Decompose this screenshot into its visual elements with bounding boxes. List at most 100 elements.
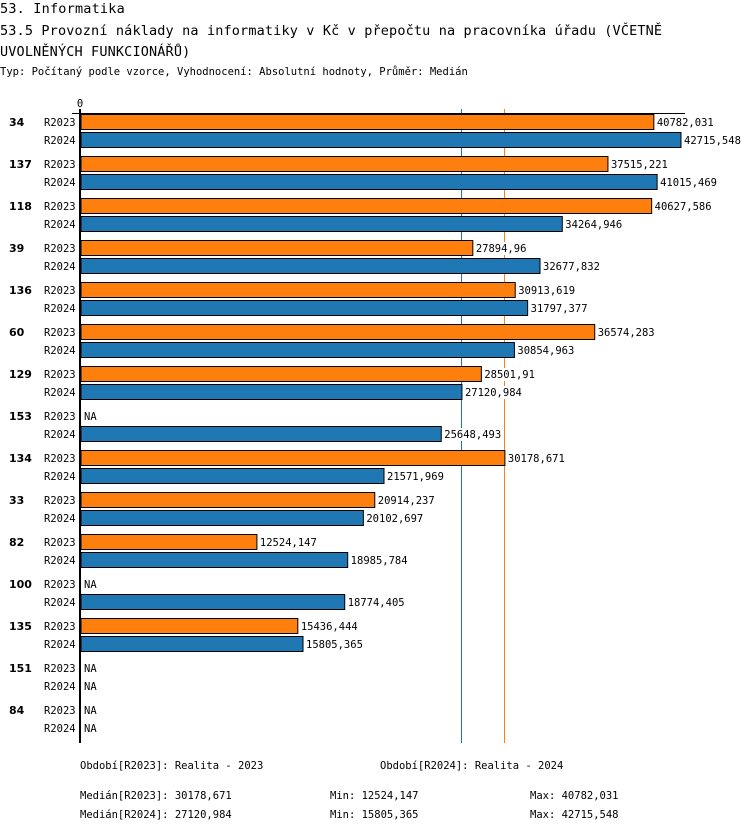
value-label: 21571,969 <box>387 471 444 483</box>
bar-r2024 <box>80 594 346 610</box>
value-label-bg <box>608 158 668 171</box>
period-r2023: Období[R2023]: Realita - 2023 <box>80 760 264 772</box>
value-label: 18774,405 <box>348 597 405 609</box>
bar-r2023 <box>80 156 609 172</box>
category-label: 136 <box>9 284 32 297</box>
value-label-bg <box>442 428 501 441</box>
bar-r2024 <box>80 258 541 274</box>
category-label: 151 <box>9 662 32 675</box>
series-label-r2024: R2024 <box>44 639 76 651</box>
value-label-bg <box>658 176 717 189</box>
value-label-bg <box>541 260 600 273</box>
value-label: 40782,031 <box>657 117 714 129</box>
value-label-bg <box>516 284 575 297</box>
bar-r2024 <box>80 636 304 652</box>
category-label: 100 <box>9 578 32 591</box>
min-r2023: Min: 12524,147 <box>330 790 419 802</box>
max-r2024: Max: 42715,548 <box>530 809 619 821</box>
bar-r2024 <box>80 510 364 526</box>
max-r2023: Max: 40782,031 <box>530 790 619 802</box>
value-label: 36574,283 <box>598 327 655 339</box>
median-r2024: Medián[R2024]: 27120,984 <box>80 809 232 821</box>
value-label-bg <box>304 638 363 651</box>
series-label-r2024: R2024 <box>44 177 76 189</box>
series-label-r2023: R2023 <box>44 285 76 297</box>
bar-r2023 <box>80 450 506 466</box>
na-label: NA <box>84 681 97 693</box>
value-label-bg <box>298 620 358 633</box>
category-label: 60 <box>9 326 25 339</box>
value-label: 41015,469 <box>660 177 717 189</box>
chart-title: 53.5 Provozní náklady na informatiky v K… <box>0 23 663 60</box>
bar-r2024 <box>80 174 658 190</box>
value-label-bg <box>505 452 565 465</box>
bar-r2023 <box>80 240 474 256</box>
category-label: 129 <box>9 368 32 381</box>
series-label-r2023: R2023 <box>44 621 76 633</box>
series-label-r2024: R2024 <box>44 303 76 315</box>
series-label-r2023: R2023 <box>44 243 76 255</box>
series-label-r2023: R2023 <box>44 201 76 213</box>
value-label-bg <box>528 302 588 315</box>
value-label: 12524,147 <box>260 537 317 549</box>
series-label-r2023: R2023 <box>44 705 76 717</box>
na-label: NA <box>84 705 97 717</box>
chart-subtitle: Typ: Počítaný podle vzorce, Vyhodnocení:… <box>0 66 468 78</box>
bar-r2023 <box>80 366 482 382</box>
value-label: 28501,91 <box>484 369 535 381</box>
series-label-r2023: R2023 <box>44 453 76 465</box>
series-label-r2024: R2024 <box>44 387 76 399</box>
value-label: 30178,671 <box>508 453 565 465</box>
value-label-bg <box>682 134 741 147</box>
series-label-r2024: R2024 <box>44 135 76 147</box>
value-label-bg <box>364 512 424 525</box>
category-label: 135 <box>9 620 32 633</box>
value-label: 42715,548 <box>684 135 741 147</box>
bar-r2023 <box>80 282 516 298</box>
min-r2024: Min: 15805,365 <box>330 809 419 821</box>
series-label-r2024: R2024 <box>44 597 76 609</box>
value-label: 31797,377 <box>531 303 588 315</box>
series-label-r2023: R2023 <box>44 369 76 381</box>
value-label-bg <box>257 536 317 549</box>
value-label-bg <box>654 116 714 129</box>
value-label: 27894,96 <box>476 243 527 255</box>
value-label-bg <box>462 386 522 399</box>
category-label: 153 <box>9 410 32 423</box>
bar-r2024 <box>80 300 529 316</box>
series-label-r2023: R2023 <box>44 327 76 339</box>
section-heading: 53. Informatika <box>0 1 125 17</box>
bar-r2024 <box>80 426 442 442</box>
value-label-bg <box>473 242 527 255</box>
bar-r2024 <box>80 384 463 400</box>
bar-r2023 <box>80 198 653 214</box>
category-label: 134 <box>9 452 32 465</box>
category-label: 82 <box>9 536 24 549</box>
series-label-r2023: R2023 <box>44 663 76 675</box>
value-label: 15436,444 <box>301 621 358 633</box>
series-label-r2024: R2024 <box>44 555 76 567</box>
period-r2024: Období[R2024]: Realita - 2024 <box>380 760 564 772</box>
series-label-r2024: R2024 <box>44 345 76 357</box>
series-label-r2024: R2024 <box>44 261 76 273</box>
bar-r2023 <box>80 324 596 340</box>
series-label-r2024: R2024 <box>44 471 76 483</box>
value-label: 34264,946 <box>565 219 622 231</box>
series-label-r2023: R2023 <box>44 537 76 549</box>
value-label-bg <box>652 200 712 213</box>
value-label-bg <box>348 554 408 567</box>
value-label-bg <box>375 494 435 507</box>
bar-r2024 <box>80 342 515 358</box>
value-label: 27120,984 <box>465 387 522 399</box>
value-label: 40627,586 <box>655 201 712 213</box>
value-label-bg <box>482 368 535 381</box>
value-label: 15805,365 <box>306 639 363 651</box>
series-label-r2024: R2024 <box>44 219 76 231</box>
series-label-r2023: R2023 <box>44 579 76 591</box>
category-label: 34 <box>9 116 25 129</box>
na-label: NA <box>84 723 97 735</box>
value-label: 18985,784 <box>351 555 408 567</box>
category-label: 84 <box>9 704 25 717</box>
series-label-r2023: R2023 <box>44 411 76 423</box>
